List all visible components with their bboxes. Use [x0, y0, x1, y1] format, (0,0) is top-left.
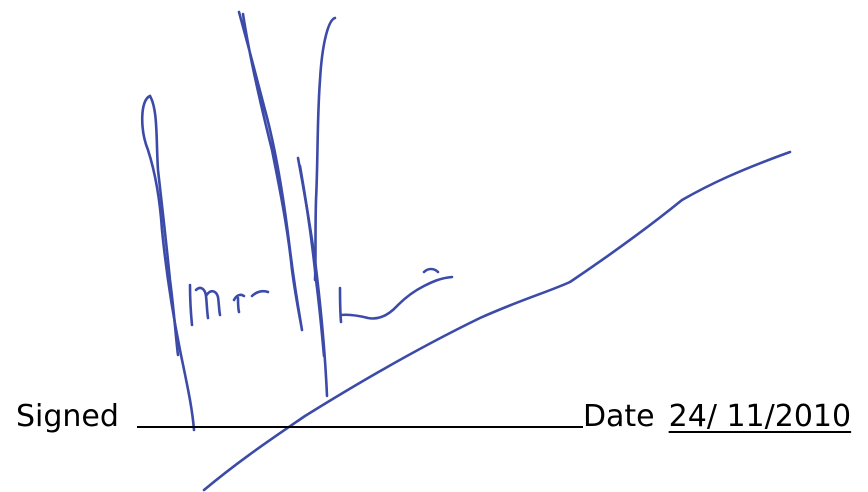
signature-stroke-7	[313, 16, 337, 282]
date-label: Date	[582, 399, 655, 434]
signature-stroke-8	[296, 156, 329, 398]
signature-stroke-5	[232, 293, 246, 314]
signature-stroke-4	[188, 283, 222, 327]
signature-stroke-1	[237, 10, 304, 332]
signature-stroke-11	[202, 150, 792, 492]
signed-label: Signed	[16, 399, 119, 434]
signature-stroke-6	[250, 289, 270, 298]
date-value: 24/ 11/2010	[668, 399, 852, 434]
signature-stroke-3	[148, 94, 180, 357]
signature-stroke-2	[140, 94, 196, 432]
signed-row: Signed Date 24/ 11/2010	[16, 388, 851, 432]
signature-stroke-9	[298, 164, 326, 358]
signature-stroke-10	[338, 267, 454, 324]
signature-blank-line	[136, 426, 583, 428]
